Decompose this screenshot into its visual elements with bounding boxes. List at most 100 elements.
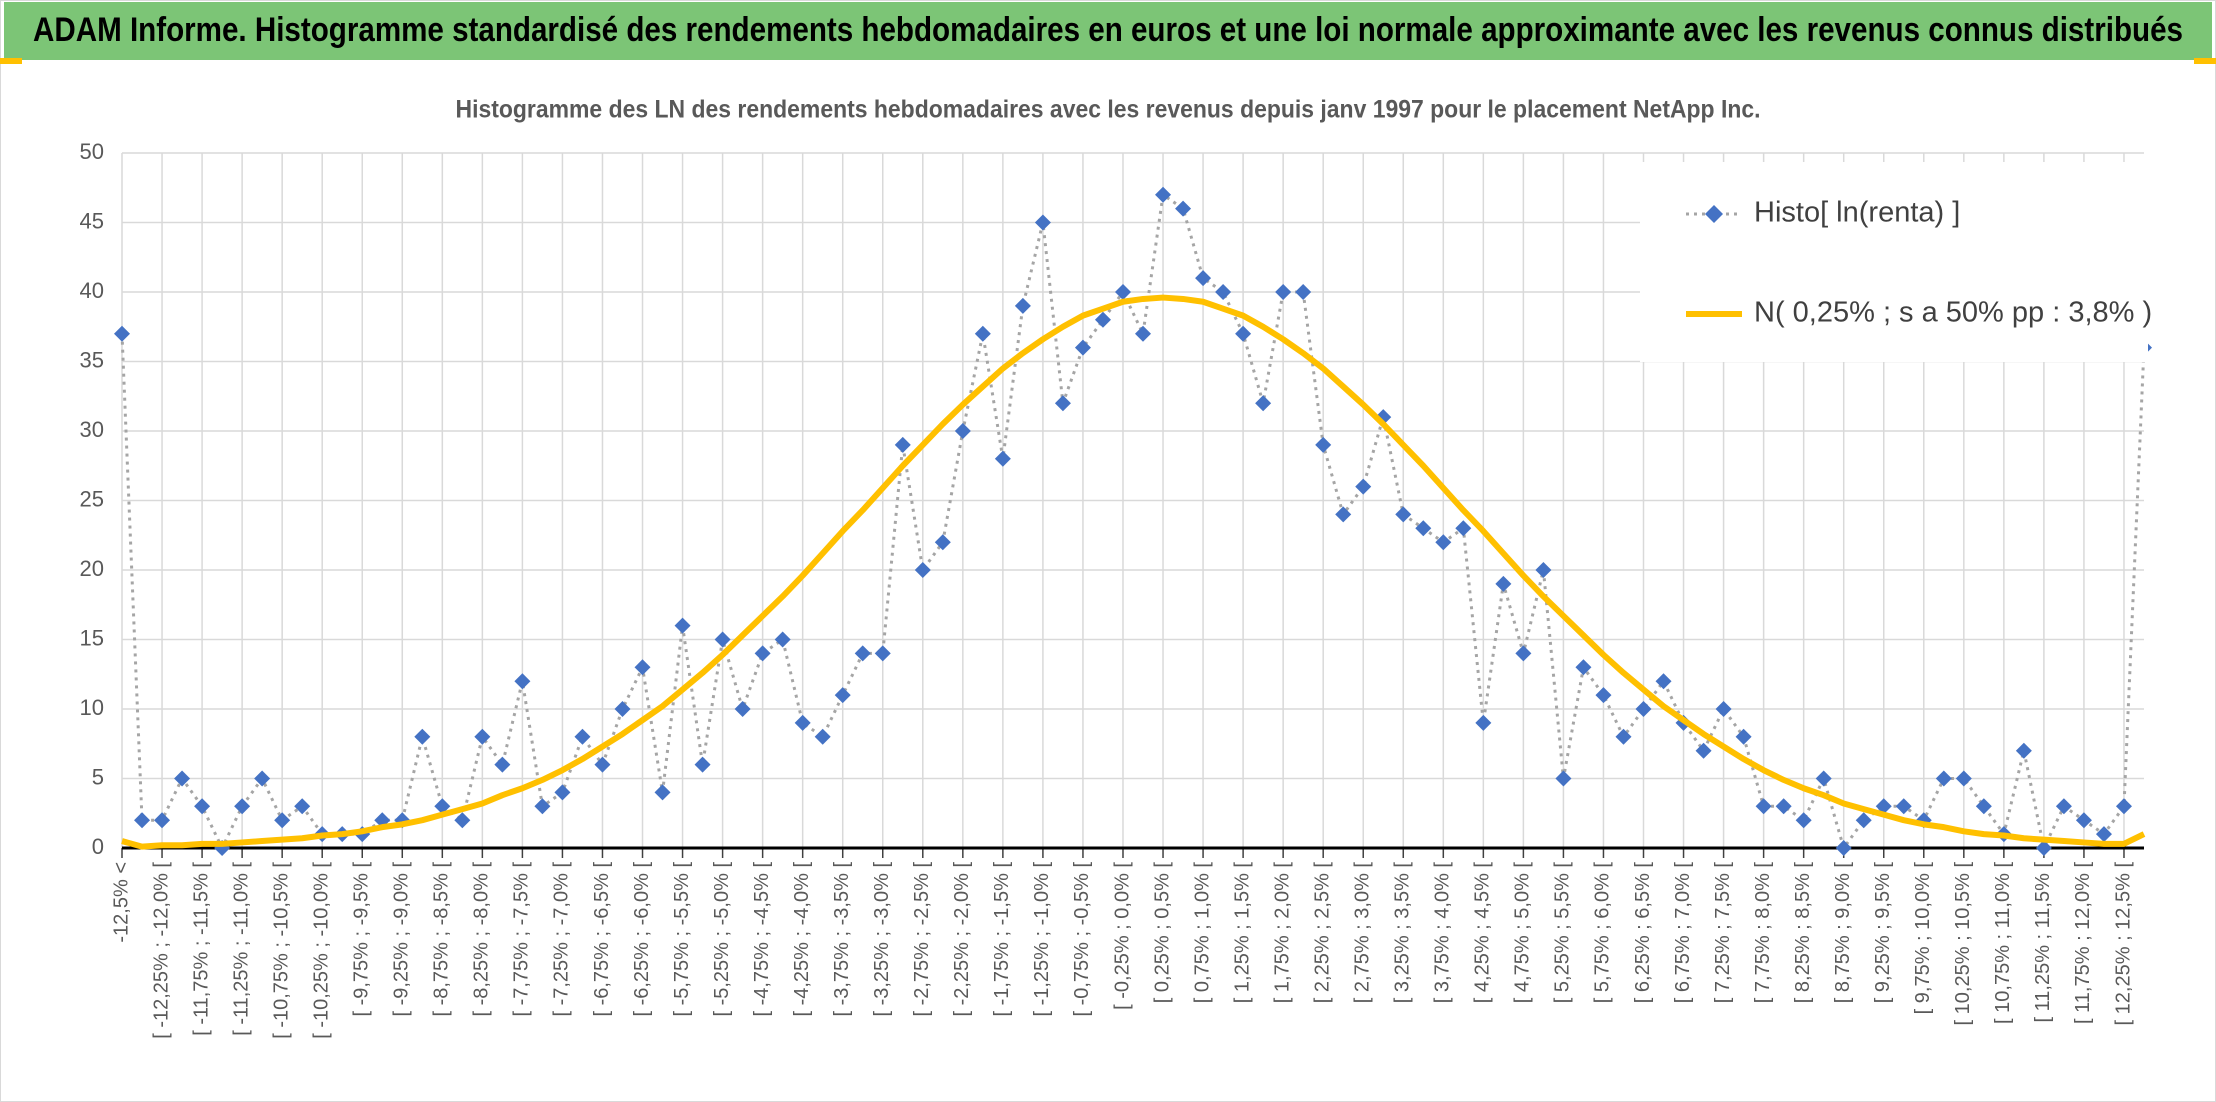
x-tick-label: [ 5,25% ; 5,5% [ xyxy=(1552,862,1574,1004)
data-point xyxy=(1635,701,1652,717)
data-point xyxy=(1195,270,1212,287)
data-point xyxy=(754,645,771,662)
y-tick-label: 50 xyxy=(80,139,104,164)
data-point xyxy=(514,673,531,690)
data-point xyxy=(1755,798,1772,815)
data-point xyxy=(1835,840,1852,856)
data-point xyxy=(1235,325,1252,342)
data-point xyxy=(134,812,151,829)
x-tick-label: [ -10,75% ; -10,5% [ xyxy=(270,862,292,1039)
y-tick-label: 35 xyxy=(80,347,104,372)
corner-accent xyxy=(0,58,22,64)
data-point xyxy=(1735,728,1752,745)
data-point xyxy=(1034,214,1051,231)
data-point xyxy=(654,784,671,801)
data-point xyxy=(1215,284,1232,300)
x-tick-label: [ -12,25% ; -12,0% [ xyxy=(150,862,172,1039)
data-point xyxy=(1575,659,1592,676)
data-point xyxy=(554,784,571,801)
data-point xyxy=(294,798,311,815)
x-tick-label: [ 0,75% ; 1,0% [ xyxy=(1191,862,1213,1004)
data-point xyxy=(1955,770,1972,787)
data-point xyxy=(594,756,611,773)
data-point xyxy=(854,645,871,662)
data-point xyxy=(1855,812,1872,829)
x-tick-label: [ -11,25% ; -11,0% [ xyxy=(230,862,252,1036)
x-tick-label: [ 6,75% ; 7,0% [ xyxy=(1672,862,1694,1004)
data-point xyxy=(1475,714,1492,731)
x-tick-label: -12,5% < xyxy=(110,862,132,943)
data-point xyxy=(1775,798,1792,815)
data-point xyxy=(934,534,951,551)
data-point xyxy=(1155,186,1172,203)
data-point xyxy=(794,714,811,731)
x-tick-label: [ -8,25% ; -8,0% [ xyxy=(471,862,493,1017)
normal-curve xyxy=(121,294,2146,850)
data-point xyxy=(2075,812,2092,829)
data-point xyxy=(1455,520,1472,537)
x-tick-label: [ -9,75% ; -9,5% [ xyxy=(351,862,373,1017)
data-point xyxy=(1495,575,1512,592)
x-tick-label: [ 2,25% ; 2,5% [ xyxy=(1311,862,1333,1004)
x-tick-label: [ -1,75% ; -1,5% [ xyxy=(991,862,1013,1017)
x-tick-label: [ 4,25% ; 4,5% [ xyxy=(1472,862,1494,1004)
x-tick-label: [ -3,25% ; -3,0% [ xyxy=(871,862,893,1017)
data-point xyxy=(1135,325,1152,342)
y-tick-label: 40 xyxy=(80,278,104,303)
x-tick-label: [ -1,25% ; -1,0% [ xyxy=(1031,862,1053,1017)
y-tick-label: 20 xyxy=(80,556,104,581)
x-tick-label: [ -4,75% ; -4,5% [ xyxy=(751,862,773,1017)
data-point xyxy=(1655,673,1672,690)
x-tick-label: [ 9,75% ; 10,0% [ xyxy=(1912,862,1934,1015)
x-tick-label: [ 8,25% ; 8,5% [ xyxy=(1792,862,1814,1004)
data-point xyxy=(1895,798,1912,815)
data-point xyxy=(1815,770,1832,787)
data-point xyxy=(894,436,911,453)
x-tick-label: [ 10,25% ; 10,5% [ xyxy=(1952,862,1974,1026)
data-point xyxy=(254,770,271,787)
x-tick-label: [ -5,75% ; -5,5% [ xyxy=(671,862,693,1017)
x-tick-label: [ -0,75% ; -0,5% [ xyxy=(1071,862,1093,1017)
y-tick-label: 5 xyxy=(92,764,104,789)
data-point xyxy=(774,631,791,648)
data-point xyxy=(994,450,1011,467)
x-tick-label: [ 11,25% ; 11,5% [ xyxy=(2032,862,2054,1023)
data-point xyxy=(1094,311,1111,328)
x-tick-label: [ -6,75% ; -6,5% [ xyxy=(591,862,613,1017)
data-point xyxy=(614,701,631,717)
data-point xyxy=(974,325,991,342)
data-point xyxy=(1415,520,1432,537)
data-point xyxy=(1315,436,1332,453)
corner-accent xyxy=(2194,58,2216,64)
data-point xyxy=(1975,798,1992,815)
legend-marker xyxy=(1705,205,1723,223)
x-tick-label: [ 1,75% ; 2,0% [ xyxy=(1271,862,1293,1004)
data-point xyxy=(1355,478,1372,495)
x-tick-label: [ 5,75% ; 6,0% [ xyxy=(1592,862,1614,1004)
data-point xyxy=(1335,506,1352,523)
data-point xyxy=(1295,284,1312,300)
data-point xyxy=(494,756,511,773)
x-tick-label: [ 4,75% ; 5,0% [ xyxy=(1512,862,1534,1004)
data-point xyxy=(874,645,891,662)
data-point xyxy=(1175,200,1192,217)
data-point xyxy=(1595,687,1612,704)
y-tick-label: 45 xyxy=(80,208,104,233)
data-point xyxy=(574,728,591,745)
x-tick-label: [ -3,75% ; -3,5% [ xyxy=(831,862,853,1017)
data-point xyxy=(1054,395,1071,412)
x-tick-label: [ -2,75% ; -2,5% [ xyxy=(911,862,933,1017)
data-point xyxy=(2035,840,2052,856)
data-point xyxy=(1555,770,1572,787)
x-tick-label: [ 6,25% ; 6,5% [ xyxy=(1632,862,1654,1004)
x-tick-label: [ 12,25% ; 12,5% [ xyxy=(2112,862,2134,1026)
data-point xyxy=(1535,562,1552,578)
data-point xyxy=(434,798,451,815)
data-point xyxy=(174,770,191,787)
x-tick-label: [ 7,75% ; 8,0% [ xyxy=(1752,862,1774,1004)
x-tick-label: [ 2,75% ; 3,0% [ xyxy=(1352,862,1374,1004)
data-point xyxy=(734,701,751,717)
x-tick-label: [ 1,25% ; 1,5% [ xyxy=(1231,862,1253,1004)
